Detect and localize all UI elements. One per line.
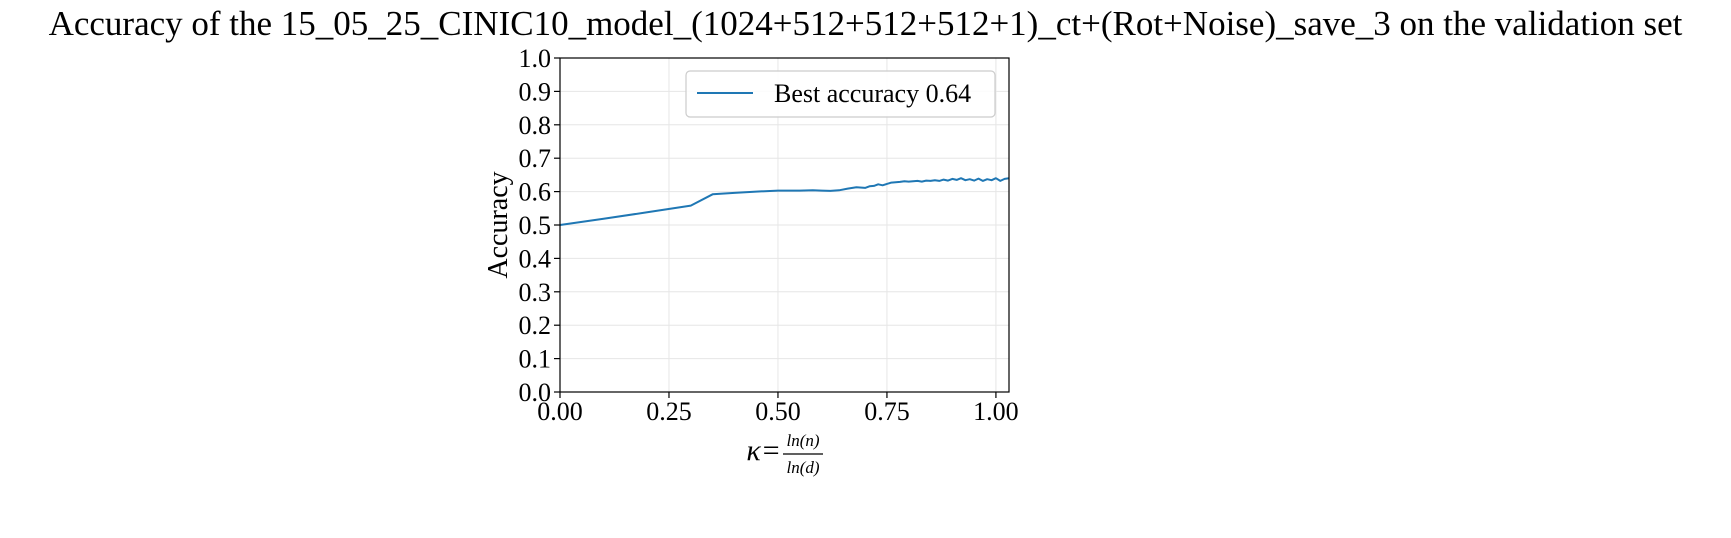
y-tick-label: 0.3 (519, 278, 552, 307)
x-tick-label: 0.50 (755, 397, 801, 426)
y-tick-label: 0.9 (519, 77, 552, 106)
chart-title: Accuracy of the 15_05_25_CINIC10_model_(… (48, 4, 1683, 43)
y-tick-label: 0.4 (519, 244, 552, 273)
y-tick-label: 0.0 (519, 378, 552, 407)
x-tick-label: 0.75 (864, 397, 910, 426)
x-tick-label: 1.00 (973, 397, 1019, 426)
y-tick-label: 0.6 (519, 178, 552, 207)
y-axis-label: Accuracy (483, 171, 514, 278)
legend-box (685, 70, 996, 118)
x-tick-label: 0.25 (646, 397, 692, 426)
series-line (559, 177, 1010, 226)
x-axis-label-numerator: ln(n) (786, 431, 819, 450)
x-axis-label-denominator: ln(d) (786, 458, 819, 477)
y-tick-label: 0.5 (519, 211, 552, 240)
y-tick-label: 0.7 (519, 144, 552, 173)
y-tick-label: 1.0 (519, 44, 552, 73)
legend-label: Best accuracy 0.64 (774, 79, 971, 108)
x-axis-label-lhs: κ= (746, 434, 781, 467)
x-tick-label: 0.00 (537, 397, 583, 426)
y-tick-label: 0.8 (519, 111, 552, 140)
y-tick-label: 0.1 (519, 345, 552, 374)
y-tick-label: 0.2 (519, 311, 552, 340)
